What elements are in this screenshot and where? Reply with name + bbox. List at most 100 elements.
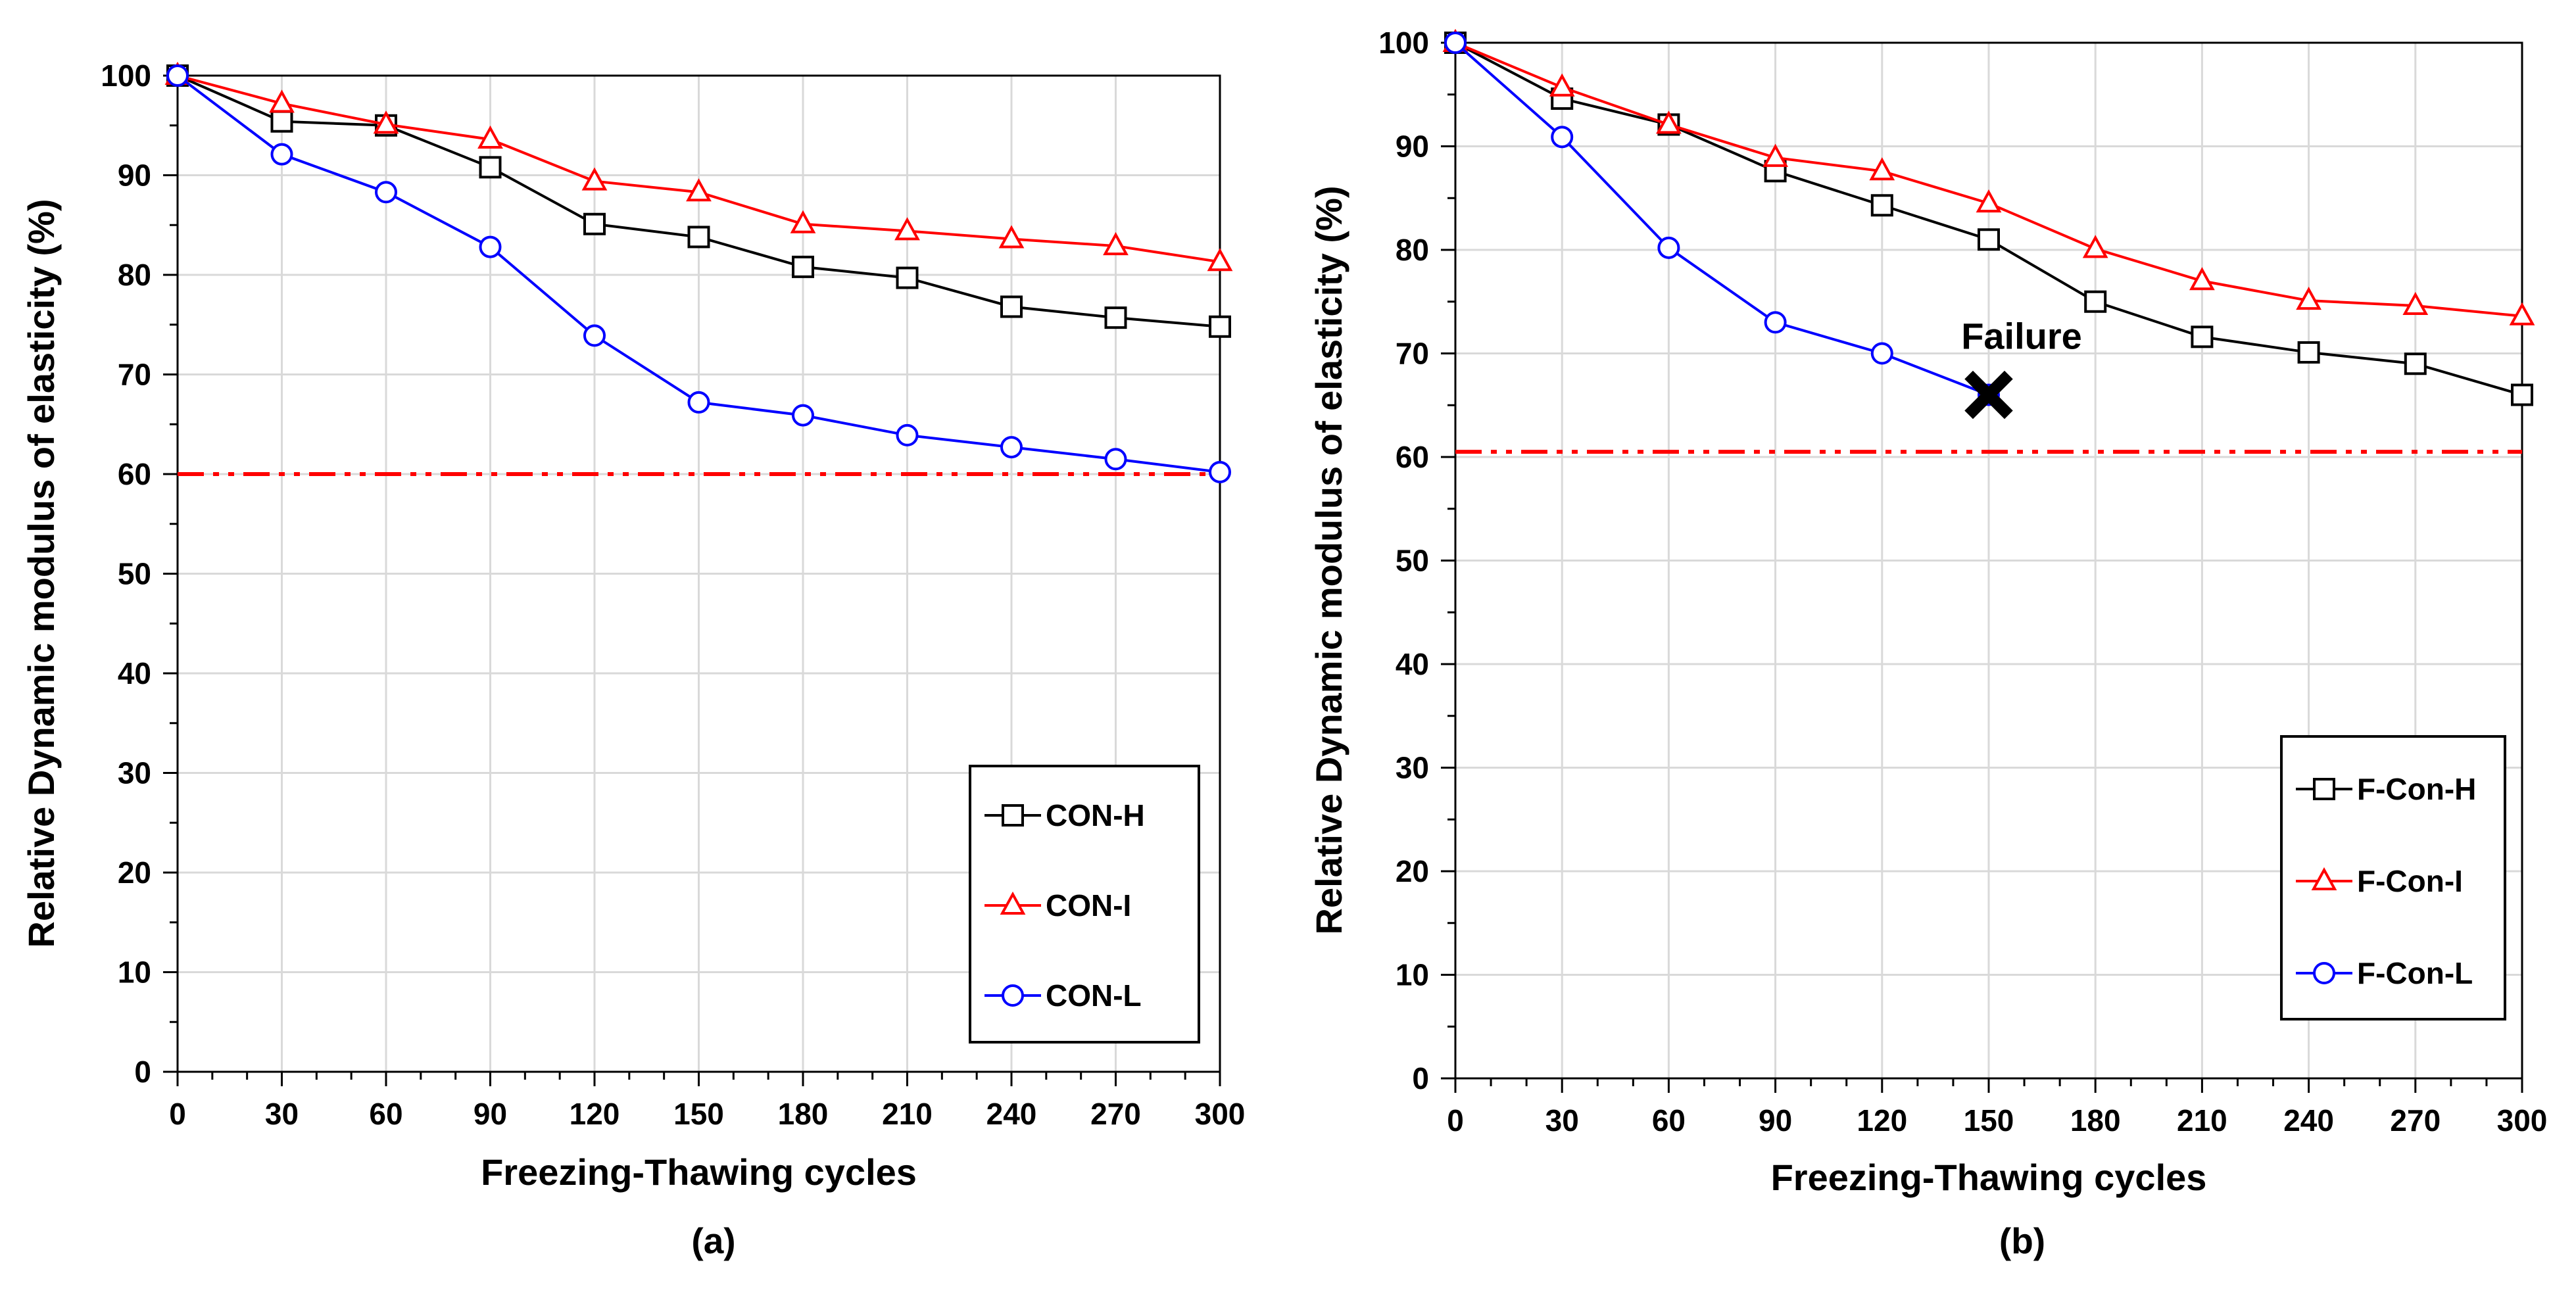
panel-a-x-tick-label: 30 [265,1097,299,1131]
panel-a-point-con-h [270,110,293,133]
panel-a-point-con-h [896,266,919,289]
panel-a-point-con-h [687,226,710,249]
panel-a-point-con-h [1000,295,1023,318]
panel-b-x-tick-label: 90 [1759,1103,1792,1138]
panel-a-chart: 0 30 60 90 120 150 180 210 240 270 300 0 10 20 30 40 50 6… [20,59,1246,1193]
panel-a-point-con-h [792,255,814,278]
panel-b-point-f-con-i [2082,235,2108,258]
panel-b-point-f-con-h [2297,341,2320,364]
panel-b-point-f-con-l [1764,311,1787,334]
panel-a-x-tick-label: 270 [1090,1097,1141,1131]
panel-b-y-tick-label: 0 [1412,1061,1429,1095]
panel-a-y-tick-label: 90 [118,158,151,193]
panel-a-x-tick-label: 300 [1195,1097,1246,1131]
panel-b-y-tick-label: 50 [1396,544,1429,578]
panel-b-y-tick-label: 80 [1396,233,1429,267]
panel-b-y-tick-label: 30 [1396,751,1429,785]
panel-b-y-tick-label: 100 [1378,26,1429,60]
panel-b-point-f-con-i [2402,291,2429,316]
panel-b-y-tick-label: 60 [1396,440,1429,474]
panel-b-legend-marker-f-con-h [2313,778,2335,800]
panel-b-point-f-con-h [2511,383,2533,406]
panel-b-point-f-con-i [2189,267,2215,291]
panel-b-x-axis-title: Freezing-Thawing cycles [1771,1157,2207,1198]
panel-a-point-con-i [1207,248,1233,272]
panel-b-chart: 0 30 60 90 120 150 180 210 240 270 300 0 10 20 30 40 50 6… [1308,26,2548,1198]
panel-b-x-tick-label: 270 [2390,1103,2441,1138]
panel-a-y-tick-label: 50 [118,557,151,591]
panel-b-y-axis-title: Relative Dynamic modulus of elasticity (… [1308,186,1349,935]
panel-a-point-con-i [790,210,816,233]
panel-a-x-tick-label: 120 [570,1097,620,1131]
panel-a-point-con-l [792,404,814,427]
panel-a-point-con-i [894,217,920,241]
panel-b-point-f-con-i [2296,287,2321,310]
panel-b-y-tick-label: 10 [1396,958,1429,992]
panel-b-legend-label-f-con-l: F-Con-L [2357,956,2473,990]
panel-b-axis-ticks [1441,41,2523,1093]
panel-a-point-con-h [479,156,502,179]
panel-a-point-con-i [998,225,1025,249]
panel-b-legend-marker-f-con-i [2311,867,2337,890]
panel-a-y-tick-label: 80 [118,258,151,292]
panel-a-y-tick-label: 20 [118,855,151,890]
panel-a-point-con-i [269,89,295,113]
panel-b-x-tick-label: 0 [1447,1103,1464,1138]
panel-a-point-con-i [373,110,399,134]
panel-b-x-tick-label: 300 [2497,1103,2548,1138]
panel-b-point-f-con-i [1762,143,1788,167]
panel-a-point-con-h [1104,306,1127,329]
panel-b-point-f-con-i [1976,189,2002,213]
panel-b-x-tick-label: 240 [2283,1103,2334,1138]
panel-a-y-tick-label: 40 [118,656,151,690]
panel-a-legend-label-con-l: CON-L [1046,978,1142,1013]
panel-a-y-tick-label: 70 [118,358,151,392]
panel-a-y-tick-label: 60 [118,457,151,491]
panel-a-point-con-i [581,167,608,191]
panel-a-x-axis-title: Freezing-Thawing cycles [481,1151,917,1193]
panel-b-point-f-con-l [1444,32,1467,54]
panel-b-x-tick-label: 180 [2070,1103,2121,1138]
panel-a-legend-marker-con-i [1000,891,1026,915]
panel-b-series-line-f-con-l [1454,41,1989,396]
panel-b-y-tick-label: 20 [1396,854,1429,888]
panel-b-point-f-con-l [1657,236,1680,259]
panel-a-point-con-i [1103,231,1129,256]
panel-b-x-tick-label: 30 [1545,1103,1579,1138]
panel-b-point-f-con-i [1656,110,1682,134]
panel-b-point-f-con-i [1549,73,1575,97]
panel-a-gridlines [178,76,1220,1072]
panel-b-x-tick-label: 210 [2177,1103,2227,1138]
panel-b-point-f-con-h [1978,228,2000,251]
panel-b-point-f-con-h [1870,194,1893,217]
panel-a-point-con-l [1104,448,1127,471]
panel-a-point-con-l [1209,460,1231,483]
panel-b-point-f-con-l [1551,126,1574,149]
panel-a-y-axis-title: Relative Dynamic modulus of elasticity (… [20,199,62,948]
panel-b-legend-label-f-con-i: F-Con-I [2357,864,2463,898]
panel-a-x-tick-label: 60 [369,1097,402,1131]
panel-a-axis-ticks [163,74,1221,1086]
panel-a-legend-marker-con-h [1002,804,1024,827]
panel-a-y-tick-label: 100 [101,59,151,93]
panel-a-point-con-l [270,143,293,166]
panel-a-legend-label-con-h: CON-H [1046,798,1145,832]
panel-b-point-f-con-h [2191,325,2214,348]
panel-a-point-con-h [583,212,606,235]
panel-a-x-tick-label: 90 [474,1097,507,1131]
panel-a-point-con-l [166,64,189,87]
panel-a-x-tick-label: 150 [673,1097,724,1131]
panel-a-legend-marker-con-l [1002,984,1024,1007]
panel-a-x-tick-label: 210 [882,1097,933,1131]
panel-b-failure-annotation: Failure [1961,316,2082,357]
panel-b-x-tick-label: 120 [1857,1103,1907,1138]
panel-a-point-con-l [896,423,919,446]
panel-a-point-con-l [583,324,606,347]
panel-b-caption: (b) [1999,1220,2046,1261]
panel-a-legend-label-con-i: CON-I [1046,888,1131,923]
panel-a-point-con-l [687,391,710,414]
panel-b-point-f-con-h [2084,290,2107,313]
panel-b-legend-marker-f-con-l [2313,962,2335,984]
panel-a-point-con-l [375,181,397,204]
